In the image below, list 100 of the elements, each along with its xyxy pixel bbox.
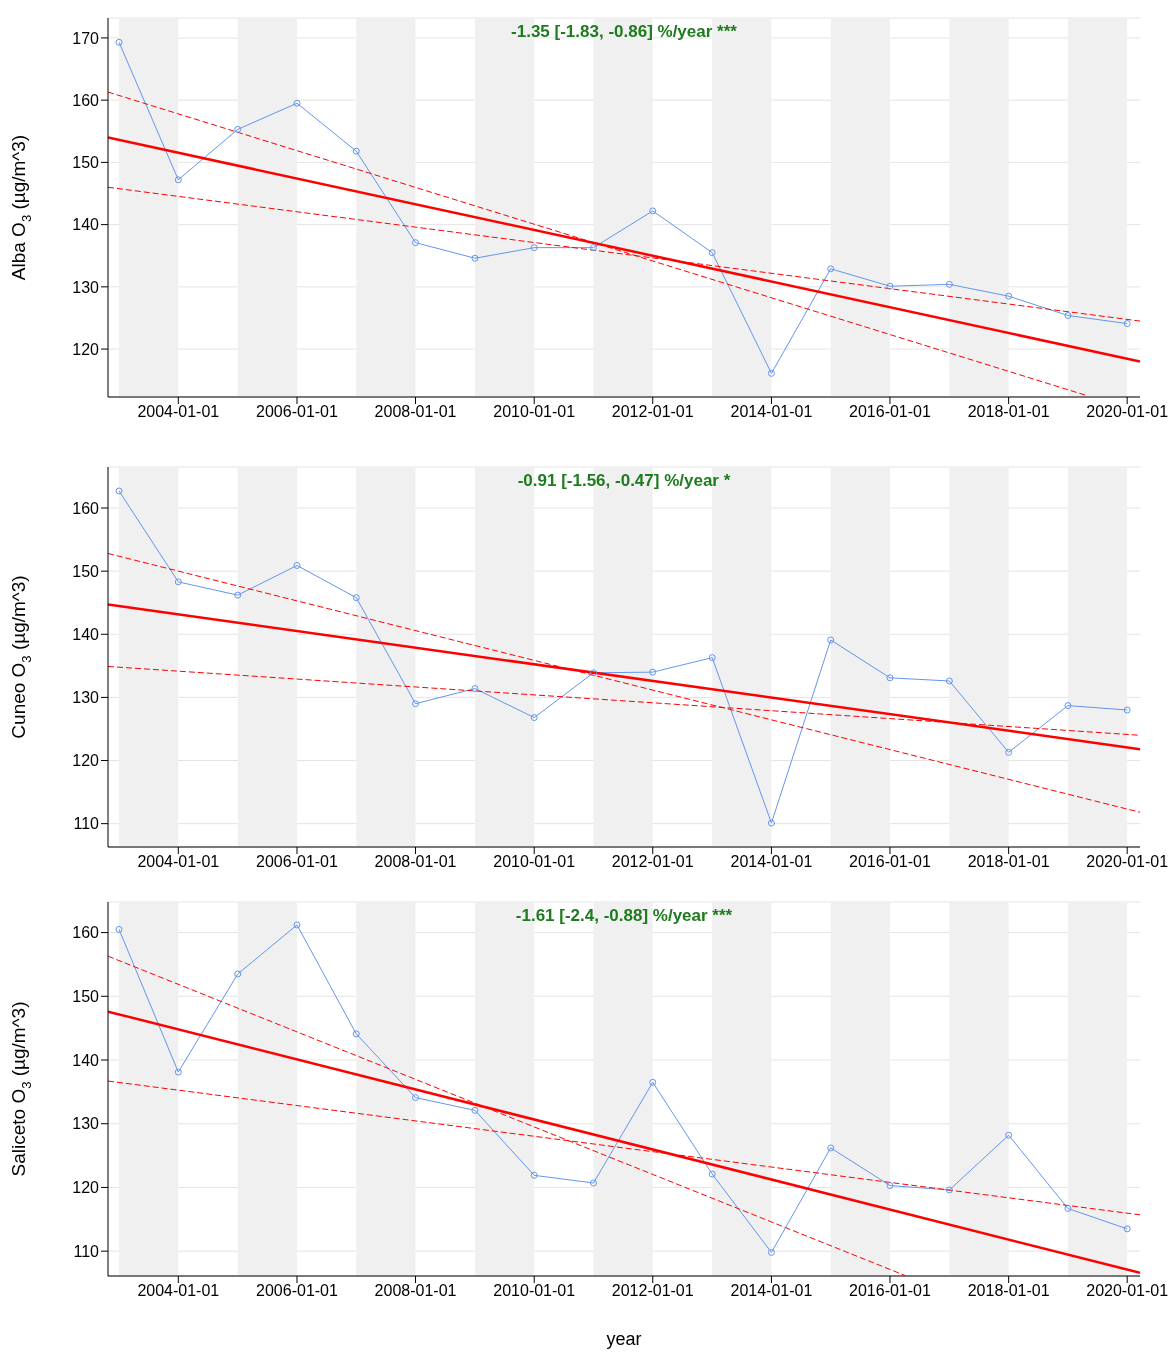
point xyxy=(827,636,835,644)
x-tick-label: 2010-01-01 xyxy=(493,853,576,871)
x-tick-label: 2016-01-01 xyxy=(849,403,931,421)
y-tick-label: 130 xyxy=(72,1115,100,1133)
x-tick-label: 2020-01-01 xyxy=(1086,853,1169,871)
point xyxy=(1123,1225,1131,1233)
point xyxy=(767,369,775,377)
x-tick-label: 2014-01-01 xyxy=(730,853,813,871)
x-tick-label: 2006-01-01 xyxy=(256,1282,339,1300)
point xyxy=(767,1248,775,1256)
y-tick-label: 130 xyxy=(72,278,100,296)
x-tick-label: 2004-01-01 xyxy=(137,403,220,421)
y-tick-label: 110 xyxy=(73,1242,100,1260)
point xyxy=(589,669,597,677)
y-tick-label: 160 xyxy=(72,924,100,942)
point xyxy=(589,1179,597,1187)
point xyxy=(412,700,420,708)
point xyxy=(293,921,301,929)
point xyxy=(886,282,894,290)
point xyxy=(471,685,479,693)
x-tick-label: 2018-01-01 xyxy=(967,853,1050,871)
y-tick-label: 120 xyxy=(72,1179,100,1197)
point xyxy=(115,925,123,933)
y-tick-label: 120 xyxy=(72,340,100,358)
point xyxy=(827,265,835,273)
point xyxy=(708,1170,716,1178)
point xyxy=(649,668,657,676)
point xyxy=(1005,292,1013,300)
point xyxy=(530,1171,538,1179)
point xyxy=(708,654,716,662)
y-tick-label: 120 xyxy=(72,752,100,770)
point xyxy=(471,254,479,262)
point xyxy=(1123,320,1131,328)
y-tick-label: 150 xyxy=(72,154,100,172)
point xyxy=(115,487,123,495)
x-tick-label: 2006-01-01 xyxy=(256,853,339,871)
annotation: -1.61 [-2.4, -0.88] %/year *** xyxy=(514,906,734,926)
point xyxy=(1123,706,1131,714)
y-tick-label: 140 xyxy=(72,625,100,643)
y-tick-label: 150 xyxy=(72,987,100,1005)
x-tick-label: 2014-01-01 xyxy=(730,403,813,421)
point xyxy=(1064,702,1072,710)
point xyxy=(945,1186,953,1194)
point xyxy=(649,207,657,215)
point xyxy=(234,970,242,978)
annotation: -1.35 [-1.83, -0.86] %/year *** xyxy=(510,22,738,42)
annotation: -0.91 [-1.56, -0.47] %/year * xyxy=(516,471,732,491)
point xyxy=(827,1144,835,1152)
x-tick-label: 2008-01-01 xyxy=(374,403,457,421)
point xyxy=(945,677,953,685)
x-tick-label: 2012-01-01 xyxy=(611,853,694,871)
point xyxy=(886,1182,894,1190)
y-tick-label: 170 xyxy=(72,29,100,47)
x-tick-label: 2020-01-01 xyxy=(1086,403,1169,421)
y-tick-label: 160 xyxy=(72,91,100,109)
point xyxy=(708,249,716,257)
point xyxy=(530,714,538,722)
x-tick-label: 2012-01-01 xyxy=(611,403,694,421)
point xyxy=(174,176,182,184)
y-tick-label: 160 xyxy=(72,499,100,517)
point xyxy=(1005,748,1013,756)
point xyxy=(234,591,242,599)
point xyxy=(293,99,301,107)
x-tick-label: 2014-01-01 xyxy=(730,1282,813,1300)
x-tick-label: 2004-01-01 xyxy=(137,853,220,871)
y-tick-label: 140 xyxy=(72,216,100,234)
x-axis-title: year xyxy=(606,1329,642,1349)
x-tick-label: 2018-01-01 xyxy=(967,1282,1050,1300)
x-tick-label: 2010-01-01 xyxy=(493,1282,576,1300)
point xyxy=(412,1094,420,1102)
point xyxy=(886,674,894,682)
point xyxy=(412,239,420,247)
x-tick-label: 2008-01-01 xyxy=(374,853,457,871)
point xyxy=(1005,1131,1013,1139)
point xyxy=(589,244,597,252)
x-tick-label: 2016-01-01 xyxy=(849,853,931,871)
y-tick-label: 140 xyxy=(72,1051,100,1069)
point xyxy=(174,1068,182,1076)
x-tick-label: 2004-01-01 xyxy=(137,1282,220,1300)
point xyxy=(115,38,123,46)
point xyxy=(293,561,301,569)
y-tick-label: 150 xyxy=(72,562,100,580)
x-tick-label: 2016-01-01 xyxy=(849,1282,931,1300)
x-tick-label: 2012-01-01 xyxy=(611,1282,694,1300)
point xyxy=(352,1030,360,1038)
point xyxy=(945,280,953,288)
point xyxy=(649,1078,657,1086)
point xyxy=(352,147,360,155)
x-tick-label: 2018-01-01 xyxy=(967,403,1050,421)
point xyxy=(1064,1204,1072,1212)
x-tick-label: 2006-01-01 xyxy=(256,403,339,421)
point xyxy=(352,594,360,602)
point xyxy=(234,125,242,133)
point xyxy=(1064,311,1072,319)
x-tick-label: 2020-01-01 xyxy=(1086,1282,1169,1300)
point xyxy=(174,578,182,586)
point xyxy=(471,1106,479,1114)
y-tick-label: 130 xyxy=(72,689,100,707)
point xyxy=(767,819,775,827)
y-tick-label: 110 xyxy=(73,815,100,833)
